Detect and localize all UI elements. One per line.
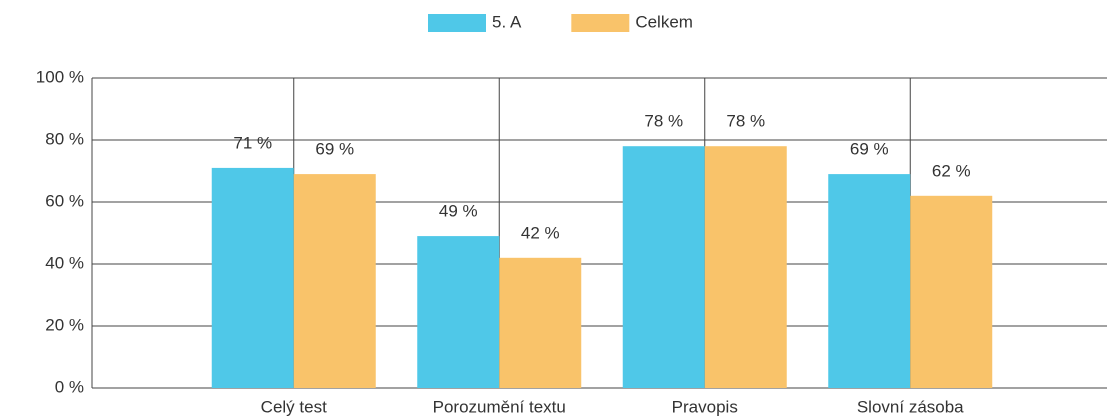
y-tick-label: 20 % xyxy=(45,315,84,334)
x-tick-label: Slovní zásoba xyxy=(857,397,964,416)
bar xyxy=(910,195,993,388)
bar xyxy=(622,146,705,388)
x-tick-label: Porozumění textu xyxy=(433,397,566,416)
y-tick-label: 0 % xyxy=(55,377,84,396)
value-label: 78 % xyxy=(726,112,765,131)
value-label: 71 % xyxy=(233,133,272,152)
y-tick-label: 40 % xyxy=(45,253,84,272)
legend-label: 5. A xyxy=(492,12,522,31)
bar xyxy=(293,174,376,388)
legend-label: Celkem xyxy=(635,12,693,31)
value-label: 62 % xyxy=(932,161,971,180)
legend-swatch xyxy=(571,14,630,32)
bar xyxy=(417,236,500,388)
value-label: 78 % xyxy=(644,112,683,131)
bar xyxy=(499,257,582,388)
bar xyxy=(828,174,911,388)
value-label: 69 % xyxy=(850,140,889,159)
bar xyxy=(211,167,294,388)
value-label: 69 % xyxy=(315,140,354,159)
y-tick-label: 80 % xyxy=(45,129,84,148)
bar xyxy=(704,146,787,388)
legend-swatch xyxy=(428,14,486,32)
x-tick-label: Celý test xyxy=(261,397,327,416)
x-tick-label: Pravopis xyxy=(672,397,738,416)
y-tick-label: 60 % xyxy=(45,191,84,210)
value-label: 42 % xyxy=(521,223,560,242)
value-label: 49 % xyxy=(439,202,478,221)
y-tick-label: 100 % xyxy=(36,67,84,86)
